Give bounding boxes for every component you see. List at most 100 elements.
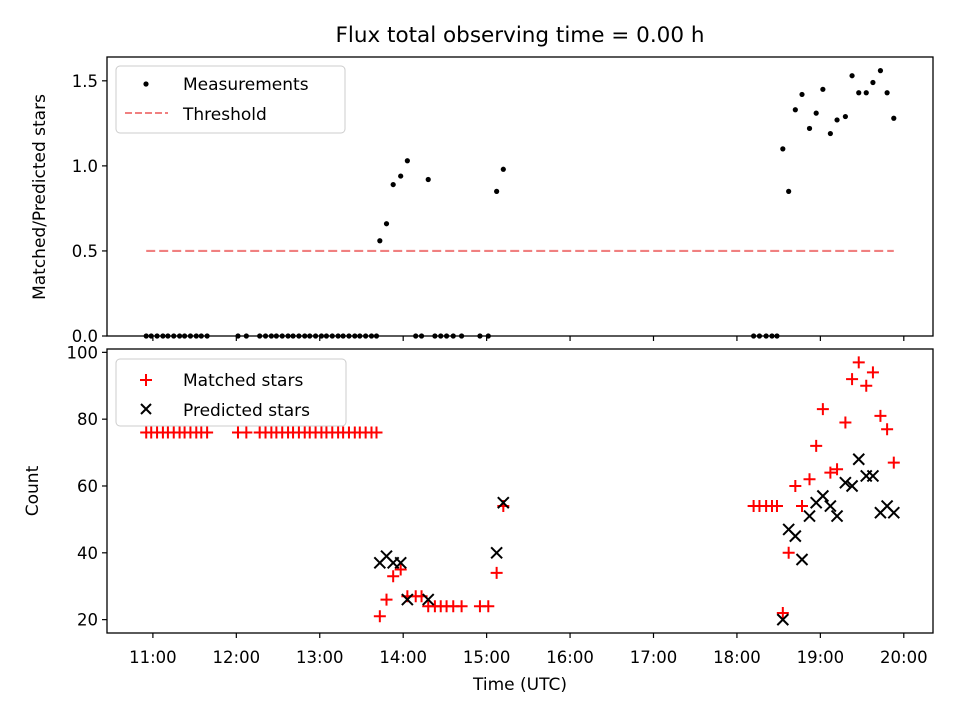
x-tick-label: 13:00 (296, 648, 344, 667)
legend-measurements-label: Measurements (183, 75, 309, 95)
predicted-star-point (852, 453, 865, 466)
predicted-star-point (803, 509, 816, 523)
legend-predicted-label: Predicted stars (183, 401, 310, 421)
measurement-point (820, 86, 826, 92)
x-tick-label: 12:00 (213, 648, 261, 667)
bottom-axes-frame (106, 348, 934, 634)
bottom-y-tick-label: 60 (77, 477, 98, 496)
matched-star-point (380, 593, 393, 606)
matched-star-point (803, 473, 816, 486)
measurement-point (891, 115, 897, 121)
measurement-point (849, 73, 855, 79)
matched-star-point (770, 500, 783, 513)
measurement-point (813, 110, 819, 116)
x-tick-label: 18:00 (713, 648, 761, 667)
matched-star-point (373, 610, 386, 623)
bottom-y-tick-label: 100 (67, 343, 99, 362)
bottom-y-tick-label: 80 (77, 410, 98, 429)
measurement-point (806, 125, 813, 132)
measurement-point (786, 188, 792, 194)
matched-star-point (782, 546, 795, 559)
matched-star-point (810, 439, 823, 452)
bottom-ticks: 11:00 12:00 13:00 14:00 15:00 16:00 17:00 18:00… (67, 343, 928, 667)
measurement-point (877, 68, 884, 74)
matched-star-point (796, 500, 809, 513)
top-y-tick-label: 1.5 (72, 72, 98, 91)
x-tick-label: 17:00 (630, 648, 678, 667)
predicted-star-point (795, 553, 809, 566)
bottom-panel: 11:00 12:00 13:00 14:00 15:00 16:00 17:00 18:00… (23, 343, 934, 695)
matched-star-point (860, 379, 873, 392)
legend-predicted-marker (140, 403, 152, 415)
matched-star-point (874, 409, 887, 422)
x-tick-label: 16:00 (546, 648, 594, 667)
bottom-marks (140, 356, 900, 626)
measurement-point (383, 221, 390, 227)
measurement-point (827, 130, 833, 137)
matched-star-point (846, 373, 859, 386)
top-legend-box (115, 65, 346, 134)
matched-star-point (852, 356, 865, 369)
measurement-point (494, 188, 500, 194)
predicted-star-point (789, 529, 802, 543)
bottom-x-axis-label: Time (UTC) (472, 675, 567, 695)
measurement-point (799, 91, 805, 98)
measurement-point (780, 146, 786, 152)
measurement-point (863, 90, 869, 96)
matched-star-point (816, 403, 829, 416)
x-tick-label: 15:00 (463, 648, 511, 667)
legend-measurements-marker (143, 81, 149, 87)
top-chart-title: Flux total observing time = 0.00 h (336, 23, 705, 48)
top-marks (143, 68, 897, 339)
predicted-star-point (845, 479, 859, 493)
predicted-star-point (422, 593, 435, 606)
x-tick-label: 19:00 (797, 648, 845, 667)
predicted-star-point (401, 593, 414, 606)
predicted-star-point (394, 556, 407, 570)
predicted-star-point (497, 496, 510, 509)
matched-star-point (776, 606, 789, 619)
measurement-point (842, 113, 848, 120)
measurement-point (398, 173, 404, 179)
top-ticks: 0.0 0.5 1.0 1.5 (72, 72, 905, 346)
matched-star-point (839, 416, 852, 429)
matched-star-point (831, 463, 844, 476)
matched-star-point (455, 600, 468, 613)
predicted-star-point (887, 506, 900, 519)
predicted-star-point (824, 499, 837, 513)
measurement-point (425, 176, 431, 183)
top-axes-frame (106, 56, 934, 337)
matched-star-point (394, 563, 407, 576)
x-tick-label: 20:00 (880, 648, 928, 667)
measurement-point (792, 107, 798, 113)
measurement-point (377, 238, 383, 244)
x-tick-label: 14:00 (379, 648, 427, 667)
matched-star-point (866, 366, 879, 379)
bottom-y-tick-label: 20 (77, 611, 98, 630)
predicted-star-point (839, 476, 852, 489)
predicted-star-point (866, 469, 880, 483)
bottom-legend: Matched stars Predicted stars (115, 358, 347, 427)
measurement-point (834, 117, 840, 123)
x-tick-label: 11:00 (129, 648, 177, 667)
legend-threshold-label: Threshold (182, 105, 267, 125)
matched-star-point (482, 600, 495, 613)
top-y-tick-label: 0.5 (72, 242, 98, 261)
top-y-tick-label: 1.0 (72, 157, 98, 176)
matched-star-point (490, 566, 503, 579)
predicted-star-point (490, 546, 503, 560)
measurement-point (870, 79, 876, 86)
matched-star-point (240, 426, 253, 439)
legend-matched-marker (140, 374, 152, 386)
predicted-star-point (816, 489, 830, 503)
predicted-star-point (776, 613, 790, 626)
top-y-tick-label: 0.0 (72, 327, 98, 346)
predicted-star-point (830, 509, 844, 523)
legend-matched-label: Matched stars (183, 371, 303, 391)
bottom-legend-box (115, 358, 347, 427)
measurement-point (404, 158, 410, 164)
top-panel: 0.0 0.5 1.0 1.5 Matched/Predicted stars Mea… (30, 56, 934, 346)
top-y-axis-label: Matched/Predicted stars (30, 94, 50, 300)
measurement-point (856, 90, 862, 96)
